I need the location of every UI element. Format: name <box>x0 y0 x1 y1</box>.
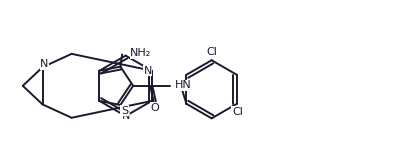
Text: Cl: Cl <box>206 47 217 57</box>
Text: Cl: Cl <box>231 107 242 117</box>
Text: NH₂: NH₂ <box>130 48 151 58</box>
Text: N: N <box>121 111 130 121</box>
Text: N: N <box>40 59 48 69</box>
Text: O: O <box>150 103 159 113</box>
Text: N: N <box>143 66 152 76</box>
Text: S: S <box>121 106 128 116</box>
Text: HN: HN <box>175 80 191 90</box>
